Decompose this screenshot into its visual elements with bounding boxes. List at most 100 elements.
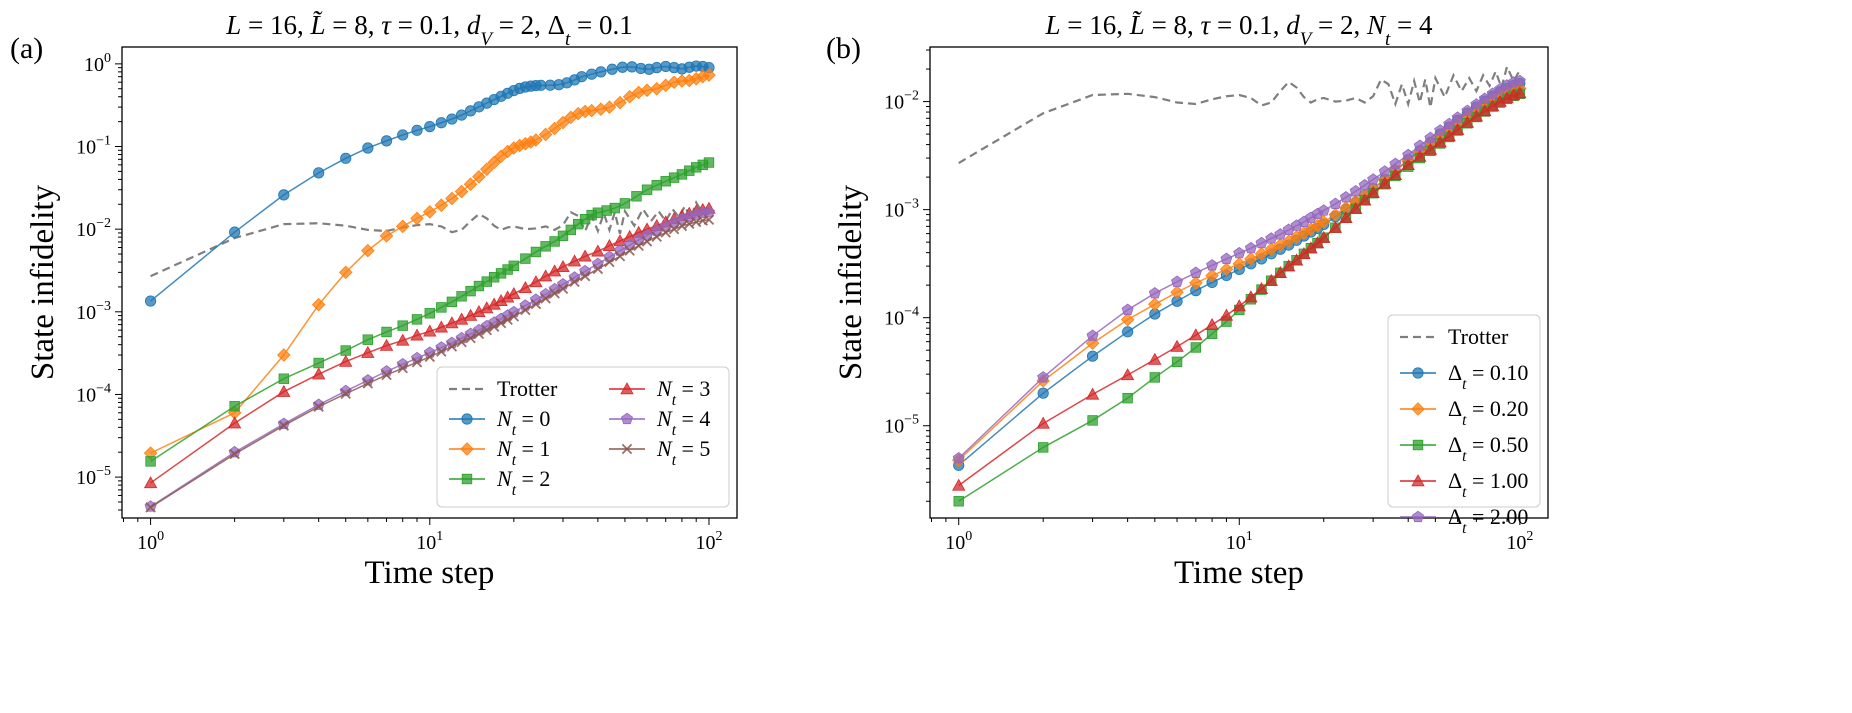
data-point	[1037, 387, 1049, 399]
data-point	[1220, 252, 1233, 264]
y-tick-label: 10−3	[884, 197, 919, 222]
data-point	[549, 236, 560, 247]
legend-label-part: Trotter	[497, 376, 558, 401]
data-point	[381, 326, 392, 338]
data-point	[311, 367, 326, 380]
data-point	[434, 320, 449, 333]
data-point	[530, 298, 542, 310]
legend-label-part: N	[656, 376, 673, 401]
data-point	[446, 341, 458, 352]
data-point	[1264, 242, 1279, 257]
data-point	[1190, 342, 1202, 353]
data-point	[1120, 312, 1135, 327]
legend-label-part: t	[1462, 520, 1467, 537]
series-n-t-4	[144, 205, 715, 512]
data-point	[434, 198, 449, 212]
series-n-t-1	[143, 68, 716, 460]
data-point	[454, 184, 469, 199]
data-point	[1289, 253, 1304, 266]
data-point	[1206, 328, 1218, 339]
data-point	[1219, 262, 1234, 277]
data-point	[1317, 204, 1330, 216]
data-point	[1264, 273, 1278, 286]
tick-marks	[923, 49, 1521, 525]
tick-marks	[115, 63, 710, 525]
data-point	[379, 229, 394, 243]
data-point	[591, 244, 605, 257]
y-tick-label: 10−3	[76, 299, 111, 324]
data-point	[518, 281, 533, 294]
chart-title: L = 16, L̃ = 8, τ = 0.1, dV = 2, Nt = 4	[1045, 10, 1433, 50]
data-point	[278, 373, 289, 384]
tick-exponent: −3	[96, 299, 111, 314]
data-point	[641, 236, 653, 247]
data-point	[361, 243, 375, 258]
data-point	[1366, 186, 1380, 199]
legend-swatch-marker	[460, 442, 474, 456]
legend-label: Nt = 1	[496, 436, 550, 469]
legend-label: Δt = 1.00	[1448, 468, 1528, 501]
data-point	[631, 191, 642, 202]
data-point	[569, 276, 580, 288]
data-point	[340, 152, 352, 164]
data-point	[411, 357, 423, 368]
data-point	[397, 362, 408, 374]
data-point	[445, 316, 459, 329]
data-point	[1273, 266, 1287, 279]
data-point	[508, 311, 520, 322]
data-point	[436, 346, 447, 357]
data-point	[473, 328, 485, 340]
series-n-t-2	[145, 157, 715, 467]
chart-title-part: = 16,	[1061, 10, 1130, 40]
chart-title-part: τ	[381, 10, 392, 40]
data-point	[1205, 268, 1219, 283]
y-tick-label: 10−5	[76, 464, 111, 489]
data-point	[1255, 236, 1268, 249]
tick-base: 10	[76, 467, 96, 489]
chart-title-part: N	[1366, 10, 1387, 40]
data-point	[1413, 139, 1426, 151]
data-point	[411, 314, 423, 325]
data-point	[1244, 252, 1258, 266]
legend-label: Nt = 2	[496, 466, 550, 499]
chart-title-part: L	[1045, 10, 1061, 40]
data-point	[1244, 290, 1258, 303]
series-t-1-00	[952, 86, 1527, 491]
legend-entry-n-t-2: Nt = 2	[449, 466, 550, 499]
data-point	[1086, 329, 1099, 341]
chart-title-part: = 0.1,	[1210, 10, 1286, 40]
series-n-t-3	[143, 201, 716, 489]
data-point	[488, 321, 500, 332]
data-point	[1122, 326, 1134, 338]
data-point	[633, 240, 644, 251]
data-point	[436, 302, 447, 313]
tick-base: 10	[76, 137, 96, 159]
legend-label: Δt = 0.10	[1448, 360, 1528, 393]
data-point	[362, 378, 374, 389]
data-point	[362, 334, 374, 345]
x-axis-label: Time step	[1174, 555, 1304, 591]
tick-base: 10	[76, 302, 96, 324]
data-point	[616, 61, 629, 73]
data-point	[595, 66, 607, 78]
data-point	[1460, 115, 1475, 128]
legend-box	[1387, 314, 1541, 508]
data-point	[952, 451, 965, 464]
data-point	[1358, 193, 1372, 206]
data-point	[1513, 74, 1526, 87]
legend-label-part: N	[656, 436, 673, 461]
data-point	[1189, 328, 1203, 341]
legend-swatch-marker	[1412, 510, 1424, 523]
data-point	[465, 332, 476, 344]
legend-label-part: Δ	[1448, 432, 1462, 457]
tick-exponent: 1	[436, 529, 443, 544]
data-point	[1424, 131, 1437, 144]
series-trotter	[150, 199, 710, 278]
y-tick-label: 100	[84, 51, 111, 76]
y-tick-label: 10−4	[76, 381, 111, 406]
data-point	[614, 251, 626, 262]
legend-label-part: = 1.00	[1466, 468, 1528, 493]
data-point	[1461, 104, 1474, 116]
